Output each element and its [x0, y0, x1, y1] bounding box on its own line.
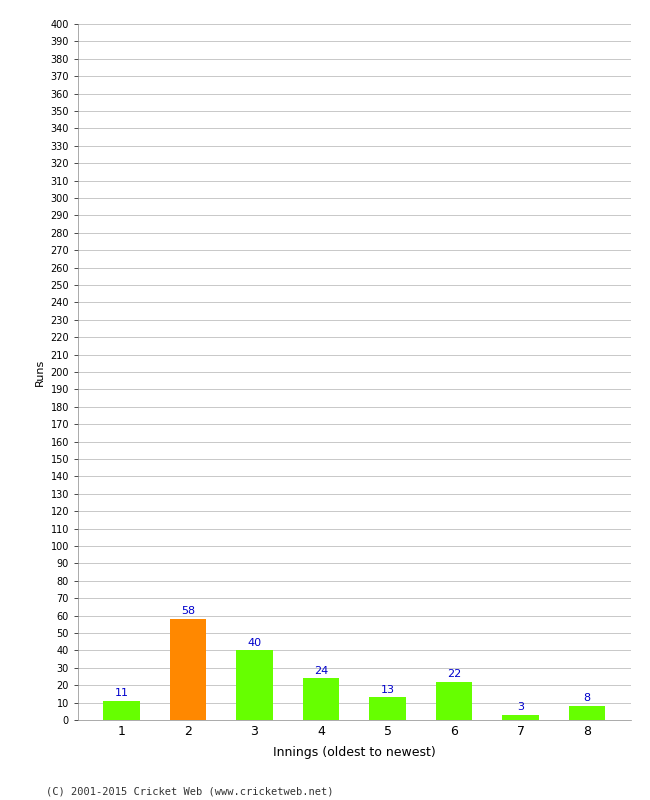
Bar: [103, 701, 140, 720]
Text: 22: 22: [447, 669, 461, 679]
Text: 58: 58: [181, 606, 195, 617]
Bar: [436, 682, 473, 720]
Text: (C) 2001-2015 Cricket Web (www.cricketweb.net): (C) 2001-2015 Cricket Web (www.cricketwe…: [46, 786, 333, 796]
Bar: [369, 698, 406, 720]
Text: 3: 3: [517, 702, 524, 712]
Y-axis label: Runs: Runs: [35, 358, 45, 386]
Text: 11: 11: [114, 688, 129, 698]
Text: 8: 8: [584, 694, 591, 703]
Bar: [170, 619, 206, 720]
Bar: [236, 650, 273, 720]
Bar: [569, 706, 605, 720]
X-axis label: Innings (oldest to newest): Innings (oldest to newest): [273, 746, 436, 759]
Bar: [502, 714, 539, 720]
Text: 24: 24: [314, 666, 328, 676]
Bar: [303, 678, 339, 720]
Text: 40: 40: [248, 638, 261, 648]
Text: 13: 13: [380, 685, 395, 694]
